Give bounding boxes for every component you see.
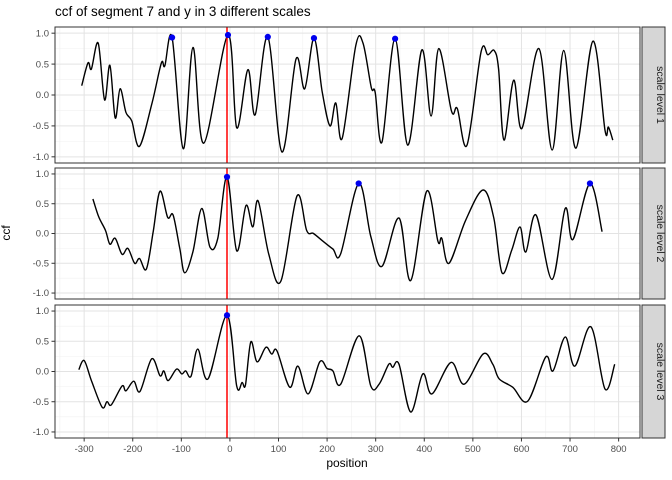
y-tick-label: -1.0: [33, 288, 49, 299]
facet-strip-label: scale level 1: [654, 66, 666, 124]
chart-title: ccf of segment 7 and y in 3 different sc…: [55, 4, 311, 19]
y-tick-label: -0.5: [33, 121, 49, 132]
y-tick-label: -1.0: [33, 427, 49, 438]
peak-point: [586, 180, 594, 187]
y-tick-label: 0.5: [36, 59, 49, 70]
facet-strip: [641, 26, 666, 164]
peak-point: [264, 33, 271, 40]
ccf-line: [81, 33, 614, 153]
peak-point: [224, 31, 232, 39]
x-tick-label: 200: [319, 444, 335, 455]
y-tick-label: 1.0: [36, 28, 49, 39]
y-tick-label: 0.0: [36, 229, 49, 240]
peak-point: [355, 180, 362, 187]
x-tick-label: 700: [562, 444, 578, 455]
facet-strip: [641, 167, 666, 300]
peak-point: [392, 35, 399, 42]
facet-strip-label: scale level 2: [654, 205, 666, 263]
x-tick-label: -100: [172, 444, 191, 455]
x-tick-label: 800: [611, 444, 627, 455]
ccf-line: [78, 314, 616, 413]
y-tick-label: -1.0: [33, 152, 49, 163]
y-tick-label: -0.5: [33, 258, 49, 269]
x-tick-label: -300: [75, 444, 94, 455]
peak-point: [168, 34, 176, 41]
x-tick-label: -200: [123, 444, 142, 455]
y-tick-label: 1.0: [36, 169, 49, 180]
y-tick-label: 0.0: [36, 367, 49, 378]
x-tick-label: 400: [416, 444, 432, 455]
y-tick-label: 0.5: [36, 336, 49, 347]
facet-strip: [641, 304, 666, 439]
ccf-line: [92, 176, 603, 285]
x-axis-title: position: [326, 456, 368, 470]
peak-point: [310, 35, 318, 42]
peak-point: [223, 312, 231, 319]
y-tick-label: -0.5: [33, 397, 49, 408]
x-tick-label: 0: [227, 444, 232, 455]
y-tick-label: 1.0: [36, 306, 49, 317]
x-tick-label: 600: [514, 444, 530, 455]
y-tick-label: 0.0: [36, 90, 49, 101]
x-tick-label: 300: [368, 444, 384, 455]
facet-strip-label: scale level 3: [654, 343, 666, 401]
x-tick-label: 500: [465, 444, 481, 455]
peak-point: [223, 173, 231, 181]
x-tick-label: 100: [271, 444, 287, 455]
y-tick-label: 0.5: [36, 199, 49, 210]
